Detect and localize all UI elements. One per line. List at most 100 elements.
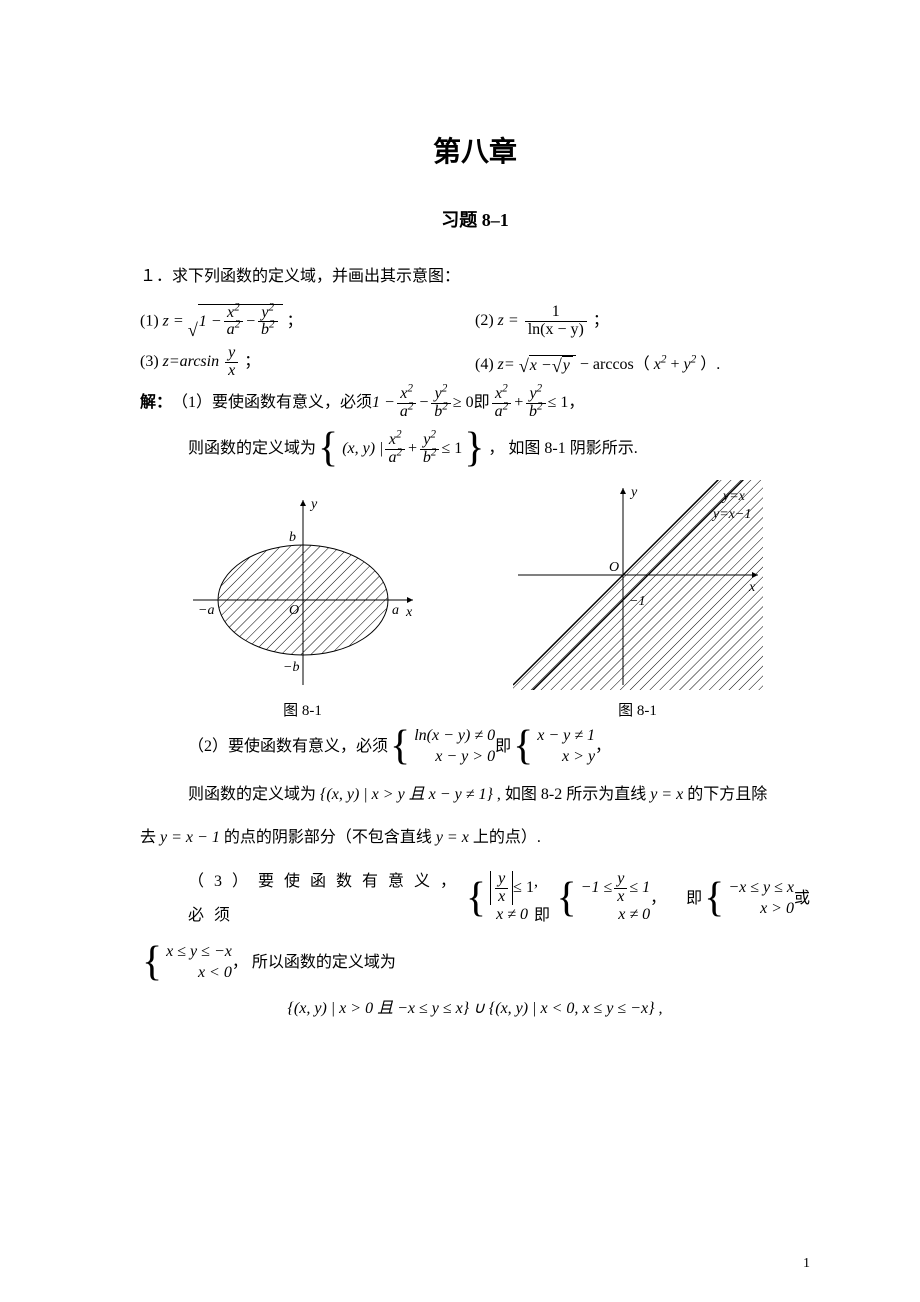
p3-tail: ， 所以函数的定义域为 bbox=[232, 946, 396, 980]
q1-p3-tail: ； bbox=[244, 353, 260, 370]
q1-p2-tail: ； bbox=[593, 312, 609, 329]
p3s2al: −1 ≤ bbox=[581, 878, 613, 899]
sbf2ds: 2 bbox=[431, 446, 437, 458]
s1gf1d: a bbox=[495, 403, 503, 420]
q1-p4-inner: y bbox=[562, 356, 573, 375]
q1-p3-label: (3) bbox=[140, 353, 159, 370]
sol1-p1b: 则函数的定义域为 { (x, y) | x2a2 + y2b2 ≤ 1 } ， … bbox=[140, 430, 810, 468]
sol1-p2c: 去 y = x − 1 的点的阴影部分（不包含直线 y = x 上的点）. bbox=[140, 821, 810, 855]
q1-row1: (1) z = √ 1 − x2a2 − y2b2 ； (2) z = bbox=[140, 304, 810, 340]
p3s1at: ≤ 1 bbox=[513, 878, 534, 899]
q1-p1-label: (1) bbox=[140, 312, 159, 329]
q1-p4-a1: x bbox=[654, 356, 661, 373]
q1-p2-lhs: z = bbox=[498, 312, 519, 329]
f1ds: 2 bbox=[235, 319, 241, 331]
svg-text:O: O bbox=[289, 603, 299, 618]
svg-text:−b: −b bbox=[283, 660, 299, 675]
sol1-comma: ， bbox=[568, 386, 584, 420]
q1-row2: (3) z=arcsin y x ； (4) z= √ x − √y bbox=[140, 345, 810, 380]
section-title: 习题 8–1 bbox=[140, 206, 810, 232]
sol1-leq: ≤ 1 bbox=[548, 386, 569, 420]
f2d: b bbox=[261, 321, 269, 338]
p3s2b: x ≠ 0 bbox=[581, 905, 650, 926]
s1f2n: y bbox=[435, 385, 442, 402]
ellipse-diagram: xyOa−ab−b bbox=[188, 490, 418, 690]
sol1-p2b: 则函数的定义域为 {(x, y) | x > y 且 x − y ≠ 1} , … bbox=[140, 778, 810, 812]
sqrt-icon: √ 1 − x2a2 − y2b2 bbox=[188, 304, 283, 340]
q1-p1-tail: ； bbox=[287, 312, 303, 329]
svg-text:y=x: y=x bbox=[721, 489, 746, 504]
p2-s2b: x > y bbox=[537, 747, 595, 768]
s1gf2d: b bbox=[529, 403, 537, 420]
sbf2ns: 2 bbox=[430, 429, 436, 441]
sol-label: 解： bbox=[140, 386, 172, 420]
p2b-lead: 则函数的定义域为 bbox=[188, 786, 316, 803]
q1-p4-a2s: 2 bbox=[691, 353, 697, 365]
s1f1ds: 2 bbox=[408, 400, 414, 412]
s1gf1ds: 2 bbox=[503, 400, 509, 412]
sol1-set-tail: ， 如图 8-1 阴影所示. bbox=[488, 432, 637, 466]
p3-comma2: ， bbox=[650, 882, 666, 916]
q1-p4-a2: y bbox=[684, 356, 691, 373]
p2-yx-2: y = x bbox=[436, 829, 469, 846]
sol1-ie: 即 bbox=[474, 386, 490, 420]
s1gf2n: y bbox=[529, 385, 536, 402]
p2-yx: y = x bbox=[650, 786, 683, 803]
sol1-p3b: { x ≤ y ≤ −x x < 0 ， 所以函数的定义域为 bbox=[140, 942, 810, 984]
s1f2ds: 2 bbox=[442, 400, 448, 412]
sbf1ds: 2 bbox=[396, 446, 402, 458]
s1f1d: a bbox=[400, 403, 408, 420]
sol1-geq: ≥ 0 bbox=[453, 386, 474, 420]
p2-tail: , 如图 8-2 所示为直线 bbox=[497, 786, 646, 803]
q1-p2-num: 1 bbox=[549, 304, 563, 321]
s1gf1ns: 2 bbox=[502, 382, 508, 394]
p2-yx1: y = x − 1 bbox=[160, 829, 220, 846]
sol1-set-open: (x, y) | bbox=[342, 432, 383, 466]
q1-p4-prefix: z= bbox=[498, 356, 515, 373]
q1-p3-body: z=arcsin bbox=[163, 353, 219, 370]
sol1-p3-final: {(x, y) | x > 0 且 −x ≤ y ≤ x} ∪ {(x, y) … bbox=[140, 994, 810, 1018]
p3a: （ 3 ） 要 使 函 数 有 意 义 ， 必 须 bbox=[188, 865, 464, 932]
p3-ie: , 即 bbox=[534, 865, 555, 932]
p3s1al: y bbox=[495, 871, 508, 888]
p2-comma: ， bbox=[595, 730, 611, 764]
p3s1ar: x bbox=[495, 888, 508, 906]
q1-p4-label: (4) bbox=[475, 356, 494, 373]
fig2-caption: 图 8-1 bbox=[513, 699, 763, 720]
sol1-p1a: （1）要使函数有意义，必须 bbox=[172, 386, 372, 420]
chapter-title: 第八章 bbox=[140, 130, 810, 170]
p2-s1a: ln(x − y) ≠ 0 bbox=[414, 726, 495, 747]
sol1-p2a: （2）要使函数有意义，必须 bbox=[188, 730, 388, 764]
p2-ie: 即 bbox=[495, 730, 511, 764]
sol1-p1b-lead: 则函数的定义域为 bbox=[188, 432, 316, 466]
p2-tail2: 的下方且除 bbox=[687, 786, 767, 803]
sbf1ns: 2 bbox=[396, 429, 402, 441]
svg-text:x: x bbox=[748, 580, 756, 595]
f2ds: 2 bbox=[269, 319, 275, 331]
q1-p1-lhs: z = bbox=[163, 312, 184, 329]
q1-p3-den: x bbox=[225, 362, 238, 380]
svg-text:−a: −a bbox=[198, 603, 214, 618]
svg-text:y=x−1: y=x−1 bbox=[711, 507, 751, 522]
p2c-mid: 的点的阴影部分（不包含直线 bbox=[224, 829, 432, 846]
sol1-one: 1 − bbox=[372, 386, 395, 420]
figure-8-1b: xyO−1y=xy=x−1 图 8-1 bbox=[513, 480, 763, 720]
svg-text:−1: −1 bbox=[629, 594, 645, 609]
page: 第八章 习题 8–1 １．求下列函数的定义域，并画出其示意图： (1) z = … bbox=[0, 0, 920, 1302]
sbf1n: x bbox=[389, 431, 396, 448]
sqrt-outer-icon: √ x − √y bbox=[519, 355, 576, 375]
p2c-lead: 去 bbox=[140, 829, 156, 846]
f1d: a bbox=[227, 321, 235, 338]
p3-ie2: 即 bbox=[686, 882, 702, 916]
q1-p2-den: ln(x − y) bbox=[525, 321, 587, 339]
halfplane-diagram: xyO−1y=xy=x−1 bbox=[513, 480, 763, 690]
q1-p4-a1s: 2 bbox=[661, 353, 667, 365]
p3s2fd: x bbox=[614, 888, 627, 906]
svg-text:O: O bbox=[609, 560, 619, 575]
q1-stem: １．求下列函数的定义域，并画出其示意图： bbox=[140, 260, 810, 294]
svg-text:y: y bbox=[309, 497, 318, 512]
page-number: 1 bbox=[803, 1256, 810, 1272]
s1f1ns: 2 bbox=[407, 382, 413, 394]
p3-final: {(x, y) | x > 0 且 −x ≤ y ≤ x} ∪ {(x, y) … bbox=[288, 1000, 663, 1017]
svg-text:b: b bbox=[289, 530, 296, 545]
